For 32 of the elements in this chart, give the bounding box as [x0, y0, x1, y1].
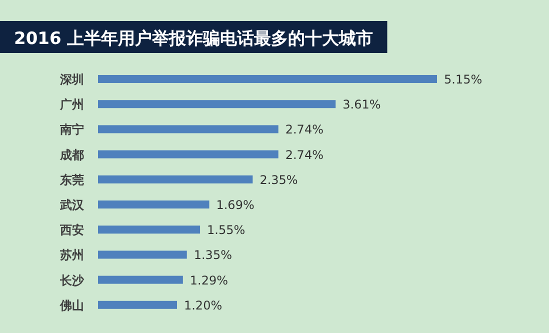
data-label: 2.74% — [285, 122, 324, 137]
y-tick-label: 成都 — [59, 148, 84, 162]
bar — [98, 175, 253, 184]
y-tick-label: 佛山 — [59, 298, 84, 312]
bar — [98, 300, 177, 309]
data-label: 1.55% — [207, 223, 246, 238]
bar — [98, 125, 278, 134]
y-tick-label: 西安 — [59, 223, 84, 238]
data-label: 2.35% — [260, 172, 298, 187]
data-label: 1.29% — [190, 273, 228, 288]
data-label: 5.15% — [444, 72, 482, 86]
data-label: 1.35% — [194, 248, 232, 262]
bar — [98, 276, 183, 284]
y-tick-label: 武汉 — [59, 198, 85, 212]
y-tick-label: 深圳 — [59, 72, 84, 86]
chart-title: 2016 上半年用户举报诈骗电话最多的十大城市 — [14, 29, 374, 49]
bar — [98, 226, 200, 234]
bar — [98, 100, 336, 108]
y-tick-label: 苏州 — [59, 248, 84, 262]
y-tick-label: 长沙 — [59, 273, 85, 288]
title-banner: 2016 上半年用户举报诈骗电话最多的十大城市 — [0, 21, 388, 53]
bar — [98, 150, 278, 158]
data-label: 2.74% — [285, 148, 324, 162]
bar — [98, 200, 210, 208]
y-tick-label: 广州 — [59, 98, 84, 112]
bar — [98, 250, 187, 259]
data-label: 3.61% — [342, 98, 381, 112]
bar — [98, 75, 437, 83]
y-tick-label: 东莞 — [59, 172, 84, 187]
data-label: 1.69% — [216, 198, 254, 212]
y-tick-label: 南宁 — [59, 122, 84, 137]
data-label: 1.20% — [184, 298, 222, 312]
